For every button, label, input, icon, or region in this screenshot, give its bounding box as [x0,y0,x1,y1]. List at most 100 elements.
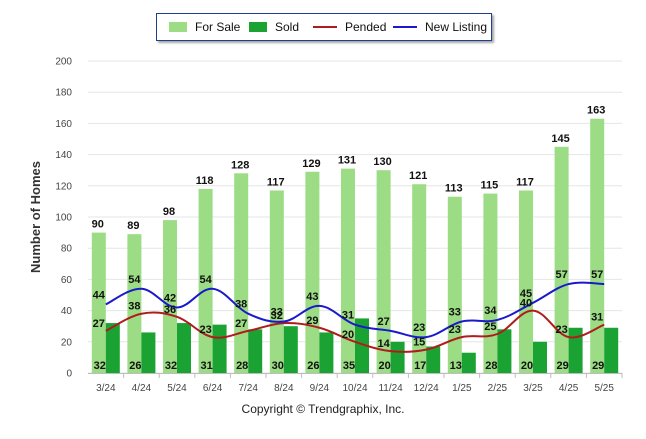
label-pended-4-25: 23 [555,324,567,336]
label-for-sale-7-24: 128 [231,159,249,171]
sold-swatch [249,22,267,32]
bar-for-sale-3-24 [91,232,106,373]
label-new-listing-2-25: 34 [484,305,497,317]
x-tick-label-12-24: 12/24 [414,383,439,394]
label-sold-3-25: 20 [521,360,533,372]
bar-for-sale-12-24 [412,184,427,373]
bar-for-sale-9-24 [305,171,320,373]
x-tick-label-11-24: 11/24 [378,383,403,394]
label-for-sale-10-24: 131 [338,155,356,167]
y-tick-label-140: 140 [55,150,72,161]
bar-sold-10-24 [355,318,369,373]
bar-for-sale-1-25 [447,196,462,373]
label-pended-11-24: 14 [377,338,390,350]
label-new-listing-7-24: 38 [235,299,247,311]
legend-item-for-sale[interactable]: For Sale [169,14,240,40]
label-sold-11-24: 20 [378,360,390,372]
label-pended-9-24: 29 [306,315,318,327]
legend-label-sold: Sold [275,20,300,34]
label-pended-10-24: 20 [342,329,354,341]
label-for-sale-8-24: 117 [267,176,285,188]
bar-sold-9-24 [319,332,334,373]
bar-for-sale-2-25 [483,193,498,373]
label-sold-10-24: 35 [343,360,355,372]
label-pended-12-24: 15 [413,337,425,349]
label-for-sale-2-25: 115 [481,180,499,192]
label-sold-3-24: 32 [94,360,106,372]
label-new-listing-12-24: 23 [413,322,425,334]
bar-for-sale-4-25 [554,146,569,373]
y-tick-label-120: 120 [55,181,72,192]
bar-sold-4-24 [141,332,156,373]
x-tick-label-2-25: 2/25 [488,383,508,394]
bar-sold-1-25 [461,352,476,373]
label-new-listing-9-24: 43 [306,291,318,303]
label-new-listing-10-24: 31 [342,310,354,322]
y-tick-label-160: 160 [55,119,72,130]
series-line-pended [105,309,605,353]
label-new-listing-3-24: 44 [93,289,106,301]
pended-swatch [313,26,337,28]
legend-item-new-listing[interactable]: New Listing [393,14,487,40]
label-sold-12-24: 17 [414,360,426,372]
y-axis-title: Number of Homes [28,161,43,273]
bar-sold-3-25 [533,341,547,373]
chart-legend: For Sale Sold Pended New Listing [156,13,492,41]
label-pended-3-24: 27 [93,318,105,330]
bar-sold-6-24 [212,324,227,373]
legend-item-sold[interactable]: Sold [249,14,299,40]
label-pended-2-25: 25 [484,321,496,333]
x-tick-label-5-25: 5/25 [594,383,614,394]
legend-label-for-sale: For Sale [195,20,241,34]
label-sold-4-25: 29 [556,360,568,372]
label-pended-3-25: 40 [520,298,532,310]
x-tick-label-5-24: 5/24 [167,383,187,394]
legend-label-pended: Pended [345,20,387,34]
label-new-listing-3-25: 45 [520,288,532,300]
y-tick-label-80: 80 [61,244,73,255]
legend-label-new-listing: New Listing [425,20,488,34]
label-sold-8-24: 30 [272,360,284,372]
bar-for-sale-6-24 [198,188,213,373]
for-sale-swatch [169,22,187,32]
y-tick-label-0: 0 [66,369,72,380]
bar-sold-5-24 [177,323,191,373]
bar-for-sale-5-24 [163,220,177,373]
label-pended-1-25: 23 [449,324,461,336]
label-sold-1-25: 13 [450,360,462,372]
bar-for-sale-11-24 [376,170,391,373]
x-tick-label-10-24: 10/24 [342,383,367,394]
label-for-sale-5-25: 163 [587,105,605,117]
bar-sold-12-24 [426,346,441,373]
legend-item-pended[interactable]: Pended [313,14,386,40]
label-new-listing-1-25: 33 [449,307,461,319]
bar-for-sale-4-24 [127,234,142,373]
bar-for-sale-8-24 [269,190,284,373]
label-for-sale-9-24: 129 [302,158,320,170]
copyright-footer: Copyright © Trendgraphix, Inc. [241,402,405,416]
label-pended-6-24: 23 [199,324,211,336]
label-for-sale-5-24: 98 [163,206,175,218]
bar-sold-3-24 [105,323,120,373]
label-for-sale-4-24: 89 [127,220,139,232]
label-for-sale-12-24: 121 [409,170,427,182]
bar-sold-7-24 [248,329,263,373]
x-tick-label-1-25: 1/25 [452,383,472,394]
label-for-sale-1-25: 113 [445,183,463,195]
y-tick-label-200: 200 [55,57,72,68]
label-new-listing-5-24: 42 [164,292,176,304]
label-pended-4-24: 38 [128,301,140,313]
label-sold-4-24: 26 [129,360,141,372]
label-new-listing-11-24: 27 [377,316,389,328]
label-new-listing-6-24: 54 [199,274,212,286]
bar-for-sale-3-25 [519,190,533,373]
bar-for-sale-7-24 [234,173,249,373]
x-tick-label-3-25: 3/25 [523,383,543,394]
x-tick-label-4-25: 4/25 [559,383,579,394]
series-line-new-listing [105,281,605,339]
y-tick-label-40: 40 [61,306,73,317]
label-sold-6-24: 31 [200,360,212,372]
label-for-sale-3-24: 90 [92,219,104,231]
bar-sold-4-25 [568,327,583,373]
